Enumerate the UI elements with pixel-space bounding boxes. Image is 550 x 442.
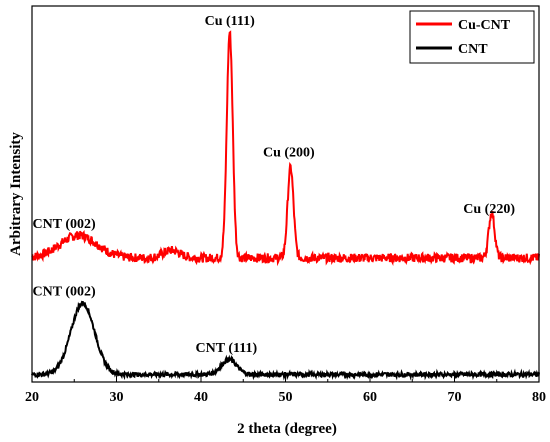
x-axis-label: 2 theta (degree) <box>237 421 337 437</box>
annotations: Cu (111) Cu (200) Cu (220) CNT (002) CNT (00… <box>33 14 516 356</box>
x-tick-label: 20 <box>25 390 39 405</box>
legend-label: CNT <box>458 42 488 57</box>
peak-label: Cu (111) <box>205 14 256 29</box>
x-tick-label: 70 <box>448 390 462 405</box>
peak-label: CNT (111) <box>196 341 258 356</box>
x-tick-label: 30 <box>110 390 124 405</box>
y-axis-label: Arbitrary Intensity <box>8 132 24 256</box>
peak-label: CNT (002) <box>33 217 96 232</box>
legend: Cu-CNT CNT <box>409 10 535 64</box>
x-axis: 20 30 40 50 60 70 80 <box>25 376 546 405</box>
legend-box <box>409 10 535 64</box>
x-tick-label: 80 <box>532 390 546 405</box>
x-tick-label: 60 <box>363 390 377 405</box>
x-tick-label: 50 <box>279 390 293 405</box>
peak-label: CNT (002) <box>33 285 96 300</box>
peak-label: Cu (200) <box>263 145 315 160</box>
x-tick-label: 40 <box>194 390 208 405</box>
legend-label: Cu-CNT <box>458 18 511 33</box>
series-layer <box>31 30 540 381</box>
series-line-cnt <box>31 300 540 381</box>
series-line-cu-cnt <box>31 30 540 267</box>
peak-label: Cu (220) <box>463 202 515 217</box>
